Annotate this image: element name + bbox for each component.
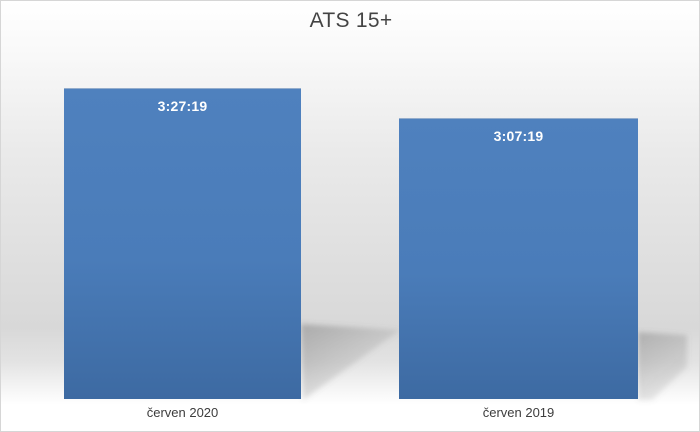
shadow-of-bar-2: [638, 332, 687, 400]
chart-title: ATS 15+: [309, 9, 393, 32]
bar-cerven-2020: 3:27:19: [64, 88, 301, 399]
bar-cerven-2019: 3:07:19: [399, 118, 638, 399]
data-label-2020: 3:27:19: [157, 98, 208, 114]
shadow-of-bar-1: [301, 324, 400, 400]
category-label-2020: červen 2020: [146, 405, 219, 420]
category-label-2019: červen 2019: [482, 405, 555, 420]
data-label-2019: 3:07:19: [493, 128, 544, 144]
